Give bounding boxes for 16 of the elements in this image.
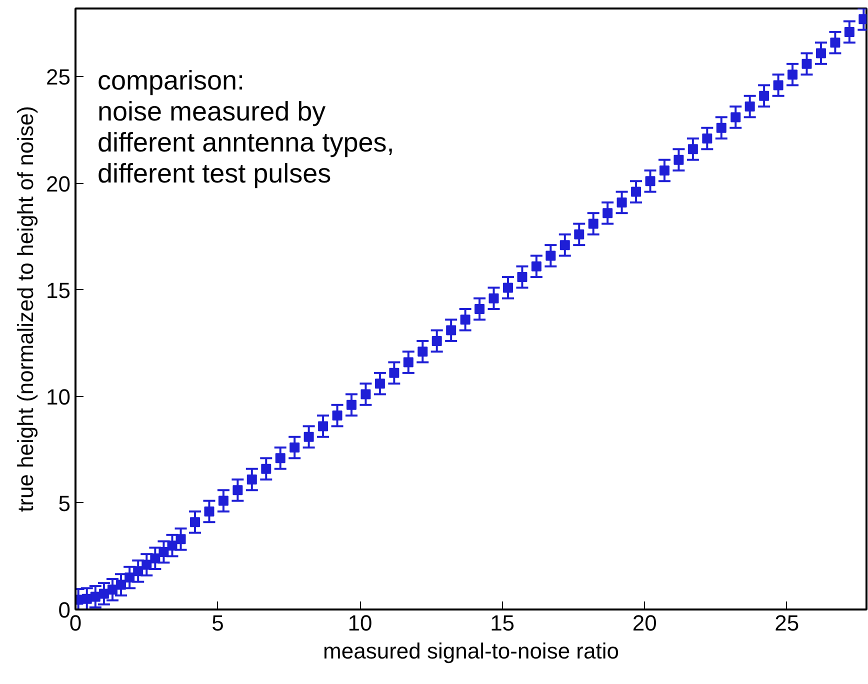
x-tick-label: 5 (212, 610, 224, 636)
y-axis-title: true height (normalized to height of noise) (13, 106, 38, 512)
annotation: comparison: (98, 66, 245, 96)
y-tick-label: 25 (46, 64, 71, 90)
annotation: different test pulses (98, 158, 332, 188)
x-tick-label: 20 (632, 610, 657, 636)
annotation: noise measured by (98, 96, 326, 126)
x-tick-label: 15 (490, 610, 515, 636)
y-tick-label: 15 (46, 278, 71, 303)
x-tick-label: 10 (348, 610, 372, 636)
y-tick-label: 10 (46, 384, 71, 410)
y-tick-label: 20 (46, 171, 71, 196)
y-tick-label: 5 (58, 490, 71, 516)
annotation: different anntenna types, (98, 128, 394, 158)
x-axis-title: measured signal-to-noise ratio (323, 638, 619, 664)
x-tick-label: 25 (774, 610, 800, 636)
